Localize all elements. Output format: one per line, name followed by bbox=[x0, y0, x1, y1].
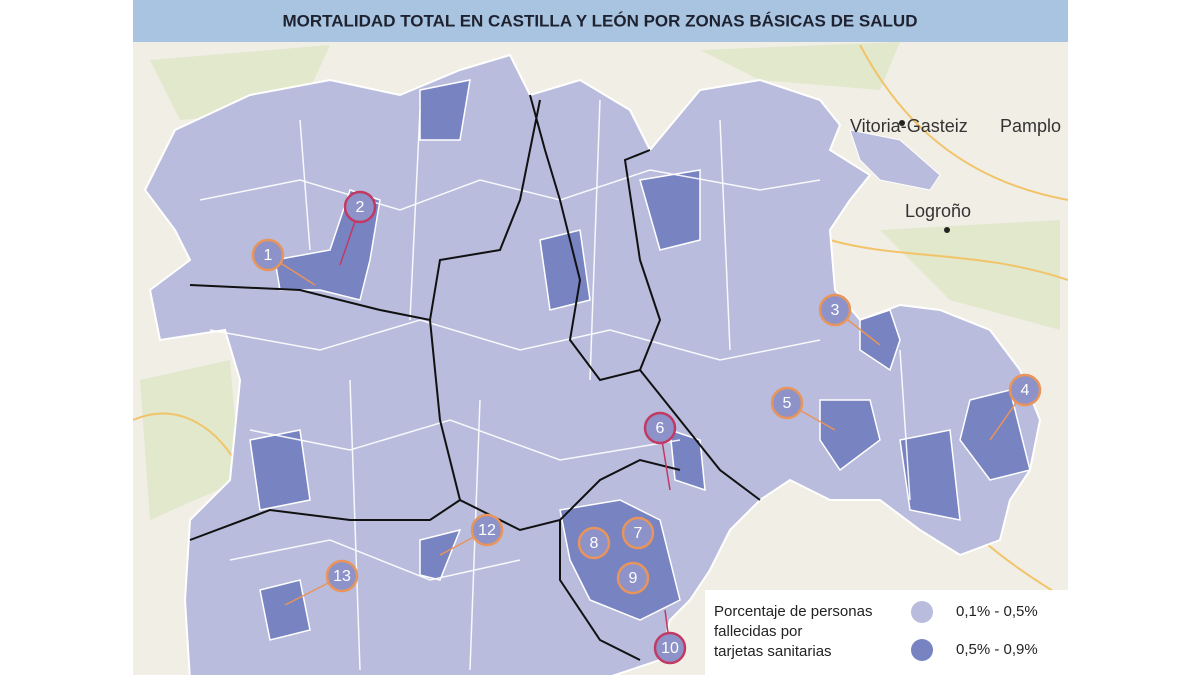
marker-number: 13 bbox=[333, 568, 351, 585]
legend-title: fallecidas por bbox=[714, 623, 802, 640]
legend-swatch bbox=[911, 639, 933, 661]
marker-number: 3 bbox=[831, 302, 840, 319]
marker-number: 10 bbox=[661, 640, 679, 657]
marker bbox=[577, 526, 611, 560]
place-label: Logroño bbox=[905, 201, 971, 221]
legend-title: tarjetas sanitarias bbox=[714, 643, 832, 660]
province-borders bbox=[189, 94, 761, 661]
marker-number: 4 bbox=[1021, 382, 1030, 399]
marker-number: 1 bbox=[264, 247, 273, 264]
marker bbox=[343, 190, 377, 224]
legend-label: 0,1% - 0,5% bbox=[956, 603, 1038, 620]
title: MORTALIDAD TOTAL EN CASTILLA Y LEÓN POR … bbox=[282, 11, 917, 30]
title-band bbox=[133, 0, 1068, 42]
marker bbox=[653, 631, 687, 665]
marker bbox=[1008, 373, 1042, 407]
legend-title: Porcentaje de personas bbox=[714, 603, 872, 620]
marker-number: 8 bbox=[590, 535, 599, 552]
place-label: Pamplo bbox=[1000, 116, 1061, 136]
marker bbox=[616, 561, 650, 595]
zone-borders bbox=[199, 99, 911, 671]
legend-box bbox=[705, 590, 1068, 675]
marker-number: 6 bbox=[656, 420, 665, 437]
marker bbox=[818, 293, 852, 327]
roads bbox=[133, 44, 1068, 601]
place-label: Vitoria-Gasteiz bbox=[850, 116, 968, 136]
marker-number: 12 bbox=[478, 522, 496, 539]
place-dot bbox=[899, 120, 905, 126]
marker bbox=[621, 516, 655, 550]
marker-number: 9 bbox=[629, 570, 638, 587]
marker-number: 2 bbox=[356, 199, 365, 216]
marker bbox=[643, 411, 677, 445]
region-patch bbox=[849, 129, 941, 191]
marker bbox=[470, 513, 504, 547]
legend-swatch bbox=[911, 601, 933, 623]
marker bbox=[770, 386, 804, 420]
marker-number: 5 bbox=[783, 395, 792, 412]
places: Vitoria-Gasteiz Pamplo Logroño bbox=[850, 116, 1061, 233]
marker bbox=[251, 238, 285, 272]
place-dot bbox=[944, 227, 950, 233]
marker-number: 7 bbox=[634, 525, 643, 542]
legend: Porcentaje de personas fallecidas por tarj… bbox=[705, 590, 1068, 675]
marker bbox=[325, 559, 359, 593]
legend-label: 0,5% - 0,9% bbox=[956, 641, 1038, 658]
